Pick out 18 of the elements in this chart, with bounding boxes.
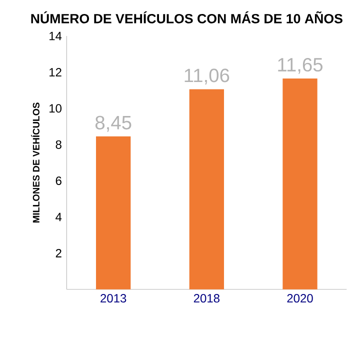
- y-tick-label: 6: [56, 176, 62, 186]
- bar: [96, 136, 131, 290]
- y-axis-title: MILLONES DE VEHÍCULOS: [31, 102, 40, 222]
- y-tick-label: 14: [50, 32, 62, 40]
- chart-title: NÚMERO DE VEHÍCULOS CON MÁS DE 10 AÑOS: [31, 11, 342, 24]
- x-tick-label: 2020: [287, 294, 313, 303]
- x-tick-label: 2018: [194, 294, 220, 303]
- y-tick-label: 10: [50, 104, 62, 113]
- y-tick-label: 2: [56, 248, 62, 258]
- y-tick-label: 12: [50, 68, 62, 76]
- x-tick-label: 2013: [100, 294, 126, 303]
- data-label: 11,65: [278, 58, 322, 74]
- data-label: 11,06: [184, 68, 230, 84]
- y-tick-label: 8: [56, 140, 62, 149]
- data-label: 8,45: [95, 116, 132, 132]
- bar: [189, 89, 224, 290]
- y-tick-label: 4: [56, 212, 62, 222]
- bar: [282, 78, 318, 290]
